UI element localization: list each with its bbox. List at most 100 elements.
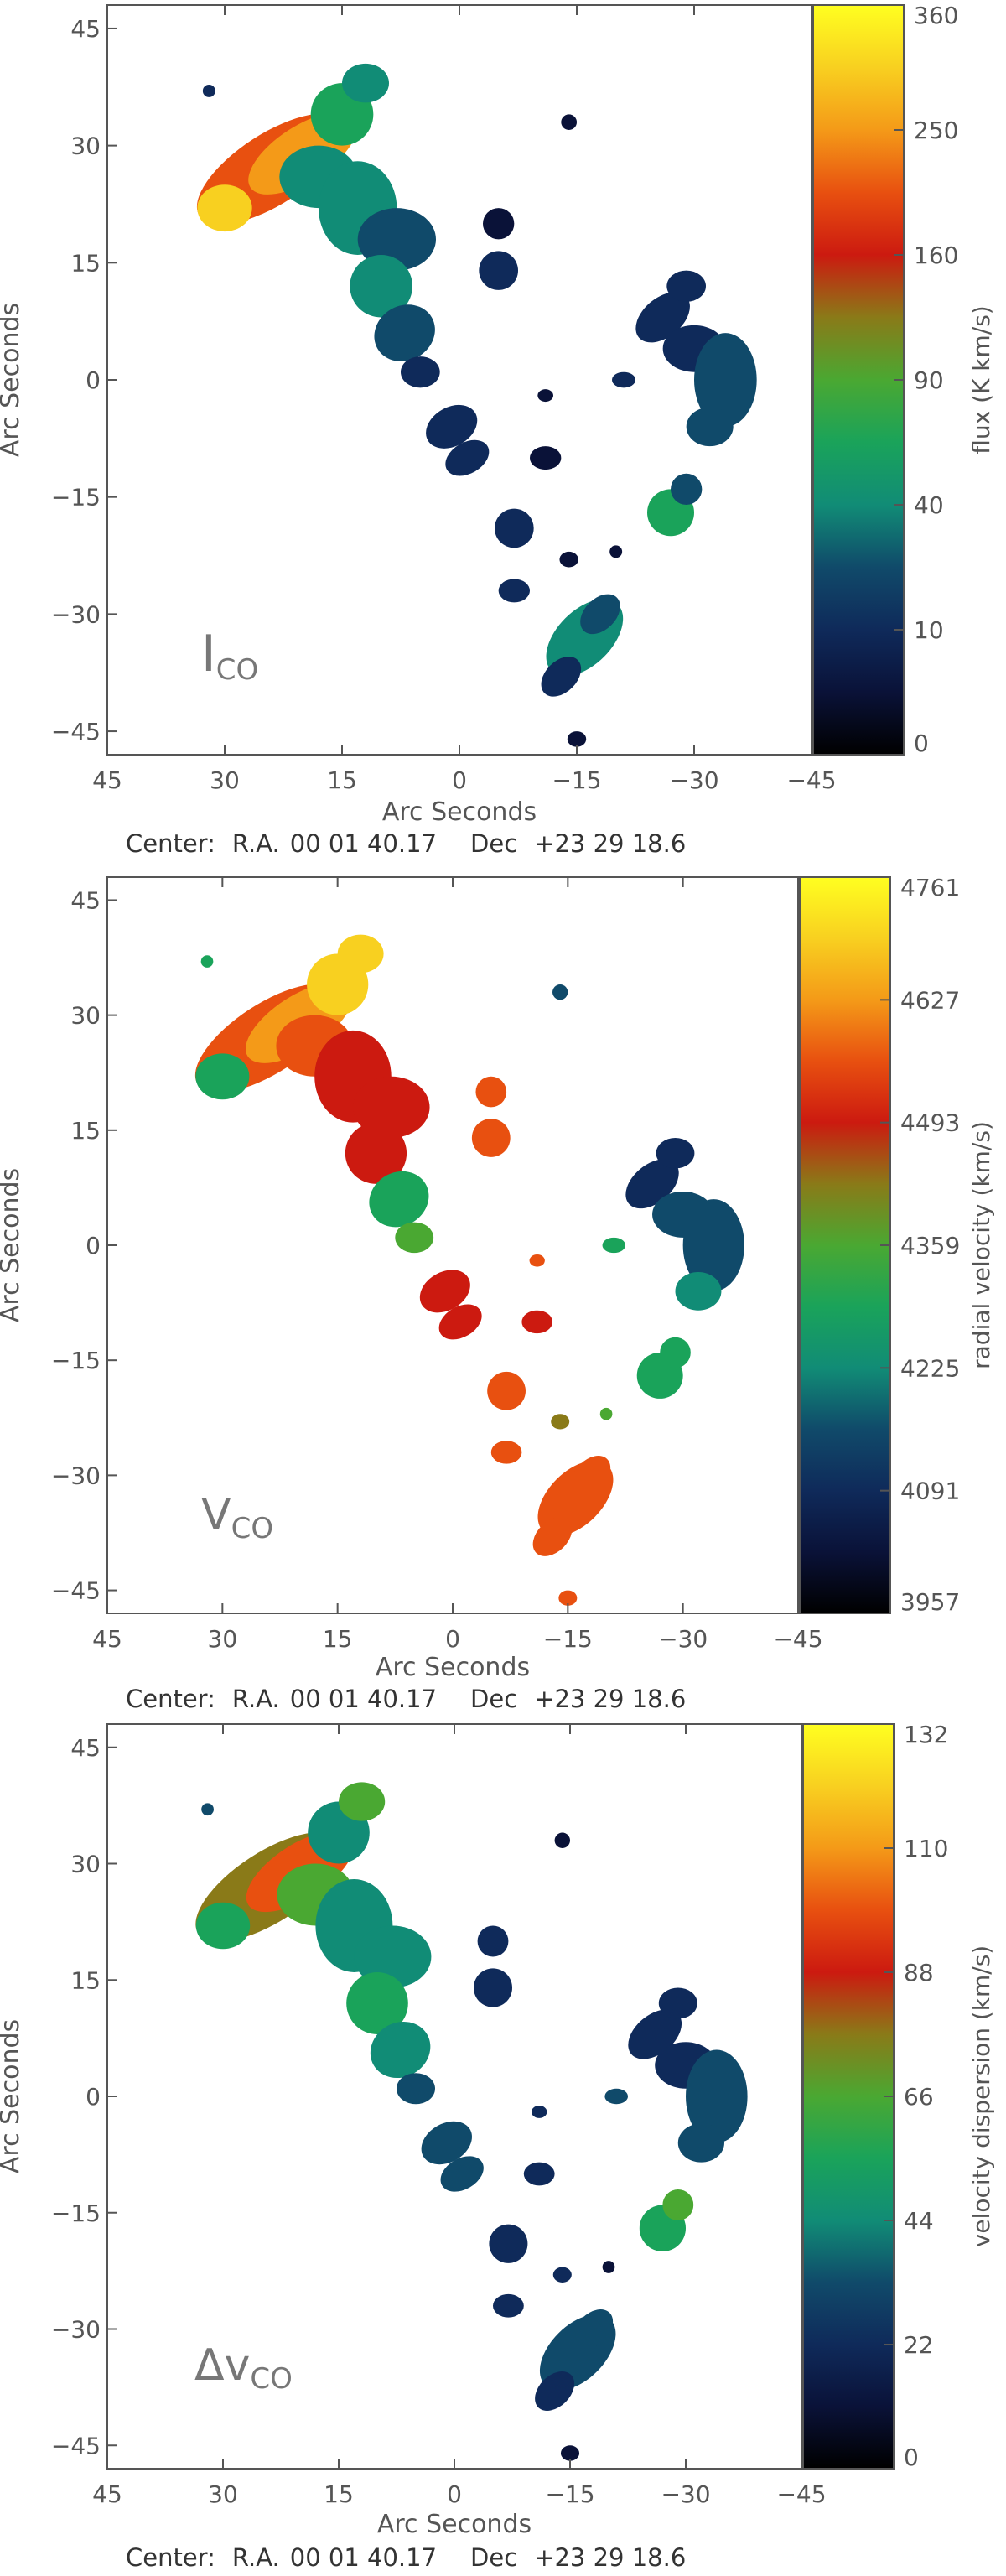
emission-blob [660, 1337, 691, 1368]
colorbar-tick-label: 110 [904, 1835, 948, 1862]
colorbar-tick-label: 0 [904, 2444, 919, 2471]
emission-blob [523, 2162, 555, 2186]
map-label: ΔvCO [194, 2340, 293, 2396]
x-axis-ticks: 45 30 15 0 −15 −30 −45 [92, 1724, 827, 2508]
y-tick-label: 30 [70, 1851, 101, 1878]
x-tick-label: 30 [210, 766, 240, 794]
emission-blob [357, 208, 436, 271]
emission-blob [345, 1122, 407, 1184]
map-region: VCO [106, 876, 799, 1614]
y-tick-label: 45 [70, 15, 101, 43]
colorbar-tick-label: 44 [904, 2207, 934, 2235]
emission-blob [487, 1371, 526, 1410]
x-tick-label: 0 [447, 2480, 462, 2508]
colorbar-tick-label: 4761 [900, 874, 960, 901]
y-tick-label: −15 [51, 1347, 101, 1374]
x-tick-label: 15 [323, 1625, 353, 1653]
center-prefix: Center: [126, 1685, 215, 1713]
emission-blob [471, 1119, 511, 1157]
emission-blob [551, 1414, 570, 1430]
y-tick-label: 45 [70, 1734, 101, 1762]
emission-blob [200, 955, 214, 968]
colorbar-gradient [812, 4, 905, 756]
y-tick-label: −45 [51, 718, 101, 745]
colorbar-gradient [799, 876, 891, 1614]
x-tick-label: −15 [543, 1625, 593, 1653]
colorbar-tick-label: 66 [904, 2083, 934, 2111]
colorbar-label: radial velocity (km/s) [967, 1121, 995, 1369]
emission-blob [656, 1137, 695, 1169]
emission-blob [421, 2121, 472, 2165]
emission-blob [599, 1407, 613, 1420]
y-tick-label: 30 [70, 132, 101, 160]
y-tick-label: −15 [51, 2199, 101, 2227]
colorbar-tick-label: 132 [904, 1721, 948, 1748]
colorbar-tick-label: 4359 [900, 1232, 960, 1259]
emission-blob [529, 1254, 545, 1267]
x-tick-label: −30 [669, 766, 718, 794]
x-tick-label: 45 [92, 1625, 122, 1653]
emission-blob [662, 2189, 694, 2220]
emission-blob [558, 1590, 578, 1606]
colorbar-tick-label: 22 [904, 2331, 934, 2359]
emission-blob [677, 2123, 725, 2163]
panel-velocity: VCO 45 30 15 0 −15 −30 −45 45 30 15 0 −15 −30 −45 Ar… [0, 874, 995, 1713]
emission-blob [686, 2049, 748, 2143]
emission-blob [541, 657, 582, 697]
y-axis-ticks: 45 30 15 0 −15 −30 −45 [51, 886, 117, 1605]
emission-blob [350, 255, 412, 318]
emission-blob [201, 1803, 214, 1816]
x-tick-label: 30 [208, 1625, 238, 1653]
map-label: ICO [201, 625, 258, 687]
emission-blob [561, 114, 578, 130]
emission-blob [658, 1987, 697, 2019]
emission-blob [666, 270, 707, 302]
y-tick-label: 0 [86, 366, 101, 394]
x-tick-label: −45 [786, 766, 836, 794]
emission-blob [490, 1441, 522, 1464]
y-tick-label: −45 [51, 2432, 101, 2459]
center-prefix: Center: [126, 829, 215, 858]
emission-blob [580, 594, 620, 635]
colorbar-tick-label: 3957 [900, 1588, 960, 1616]
emission-blob [532, 1517, 573, 1556]
colorbar-tick-label: 4627 [900, 986, 960, 1014]
emission-blob [602, 1237, 625, 1254]
emission-blob [571, 1456, 611, 1495]
y-tick-label: 15 [70, 1117, 101, 1145]
colorbar-gradient [802, 1723, 895, 2470]
emission-blobs [194, 934, 744, 1606]
emission-blob [339, 1782, 386, 1821]
emission-blob [352, 1076, 430, 1138]
emission-blob [682, 1199, 744, 1291]
y-axis-label: Arc Seconds [0, 2019, 25, 2174]
x-tick-label: −15 [545, 2480, 594, 2508]
y-tick-label: 0 [86, 2083, 101, 2111]
y-tick-label: 45 [70, 886, 101, 914]
x-tick-label: 45 [92, 766, 122, 794]
emission-blob [493, 2293, 524, 2318]
emission-blob [370, 2021, 431, 2079]
emission-blob [397, 2073, 435, 2105]
y-tick-label: −15 [51, 484, 101, 512]
y-tick-label: −30 [51, 2316, 101, 2344]
colorbar: 4761 4627 4493 4359 4225 4091 3957 [799, 874, 960, 1616]
x-tick-label: −45 [776, 2480, 826, 2508]
emission-blob [369, 1171, 429, 1228]
colorbar: 360 250 160 90 40 10 0 [812, 2, 958, 757]
x-tick-label: −45 [773, 1625, 822, 1653]
x-tick-label: 15 [324, 2480, 354, 2508]
emission-blob [195, 1053, 250, 1100]
x-tick-label: −30 [661, 2480, 710, 2508]
colorbar-tick-label: 4225 [900, 1354, 960, 1382]
emission-blob [419, 1270, 470, 1313]
emission-blob [567, 731, 587, 747]
panel-intensity: ICO 45 30 15 0 −15 −30 −45 45 30 15 0 −15 −30 −45 Ar… [0, 2, 995, 858]
emission-blob [694, 333, 757, 427]
emission-blob [530, 446, 562, 470]
colorbar-tick-label: 250 [914, 117, 958, 144]
x-axis-label: Arc Seconds [382, 797, 537, 827]
colorbar-label: velocity dispersion (km/s) [967, 1945, 995, 2248]
emission-blob [686, 407, 734, 447]
emission-blob [346, 1972, 408, 2034]
